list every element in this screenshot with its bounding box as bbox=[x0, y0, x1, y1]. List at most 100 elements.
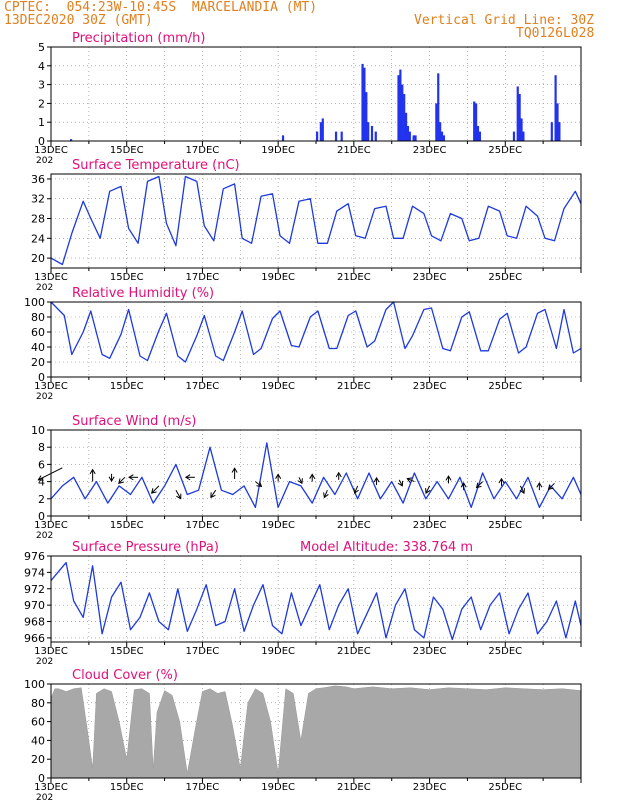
wind-arrow bbox=[323, 490, 328, 498]
wind-arrow bbox=[407, 478, 415, 483]
wind-arrow-head bbox=[275, 473, 282, 479]
y-tick-label: 2 bbox=[38, 493, 45, 506]
panel-title-wind: Surface Wind (m/s) bbox=[72, 414, 196, 429]
precip-bar bbox=[316, 131, 319, 141]
x-tick-label: 13DEC bbox=[34, 381, 68, 392]
y-tick-label: 20 bbox=[31, 252, 45, 265]
wind-arrow-head bbox=[37, 475, 44, 481]
wind-arrow-head bbox=[547, 484, 554, 491]
x-tick-label: 19DEC bbox=[261, 520, 295, 531]
wind-arrow-head bbox=[89, 468, 96, 475]
precip-bar bbox=[414, 135, 417, 141]
y-tick-label: 966 bbox=[24, 632, 45, 645]
precip-bar bbox=[397, 75, 400, 141]
precip-bar bbox=[367, 122, 370, 141]
y-tick-label: 32 bbox=[31, 193, 45, 206]
header-station-line: CPTEC: 054:23W-10:45S MARCELANDIA (MT) bbox=[4, 0, 318, 15]
wind-line bbox=[50, 442, 582, 509]
panel-temp: Surface Temperature (nC) 20 24 28 32 36 13DEC 1… bbox=[31, 158, 582, 293]
x-tick-label: 13DEC bbox=[34, 646, 68, 657]
y-tick-label: 972 bbox=[24, 583, 45, 596]
precip-bar bbox=[281, 135, 285, 141]
wind-arrow bbox=[354, 485, 359, 494]
header-date-line: 13DEC2020 30Z (GMT) bbox=[4, 13, 153, 28]
x-tick-label: 15DEC bbox=[110, 145, 144, 156]
precip-bar bbox=[435, 103, 438, 141]
precip-bar bbox=[403, 94, 406, 141]
precip-bar bbox=[404, 112, 408, 141]
x-tick-label: 23DEC bbox=[413, 646, 447, 657]
x-tick-label: 15DEC bbox=[110, 520, 144, 531]
year-fragment: 202 bbox=[36, 156, 53, 166]
x-tick-label: 21DEC bbox=[337, 520, 371, 531]
wind-arrow-head bbox=[475, 482, 482, 489]
panel-title-rh: Relative Humidity (%) bbox=[72, 286, 214, 301]
precip-bar bbox=[518, 94, 521, 141]
x-tick-label: 23DEC bbox=[413, 272, 447, 283]
precip-bar bbox=[512, 131, 516, 141]
x-tick-label: 17DEC bbox=[186, 646, 220, 657]
precip-bar bbox=[412, 135, 415, 141]
y-tick-label: 970 bbox=[24, 599, 45, 612]
precip-bar bbox=[408, 131, 411, 141]
wind-arrow-head bbox=[425, 488, 431, 494]
x-tick-label: 19DEC bbox=[261, 272, 295, 283]
panel-frame bbox=[50, 173, 582, 269]
precip-bar bbox=[556, 103, 559, 141]
x-tick-label: 13DEC bbox=[34, 520, 68, 531]
x-tick-label: 13DEC bbox=[34, 145, 68, 156]
x-tick-label: 23DEC bbox=[413, 381, 447, 392]
x-tick-label: 17DEC bbox=[186, 145, 220, 156]
x-tick-label: 21DEC bbox=[337, 145, 371, 156]
x-tick-label: 25DEC bbox=[488, 145, 522, 156]
panel-title-cloud: Cloud Cover (%) bbox=[72, 668, 178, 683]
precip-bar bbox=[475, 103, 478, 141]
wind-arrow-head bbox=[297, 478, 303, 485]
precip-bar bbox=[365, 92, 368, 141]
y-tick-label: 10 bbox=[31, 424, 45, 437]
x-tick-label: 21DEC bbox=[337, 782, 371, 793]
pres-line bbox=[50, 561, 582, 641]
wind-arrow bbox=[548, 482, 555, 490]
panel-cloud: Cloud Cover (%) 0 20 40 60 80 100 13DEC 15DEC 17D… bbox=[24, 668, 582, 800]
y-tick-label: 36 bbox=[31, 173, 45, 186]
wind-arrow bbox=[298, 477, 303, 484]
precip-bar bbox=[399, 69, 402, 141]
year-fragment: 202 bbox=[36, 657, 53, 667]
header-grid-note: Vertical Grid Line: 30Z bbox=[414, 13, 595, 28]
precip-bar bbox=[361, 63, 364, 141]
x-tick-label: 15DEC bbox=[110, 272, 144, 283]
wind-arrow-head bbox=[406, 477, 413, 483]
wind-arrow-head bbox=[373, 476, 380, 483]
wind-arrow-head bbox=[323, 492, 329, 499]
precip-bar bbox=[554, 75, 557, 141]
precip-bar bbox=[516, 86, 519, 141]
precip-bar bbox=[334, 131, 338, 141]
panel-pres: Surface Pressure (hPa) Model Altitude: 33… bbox=[24, 540, 582, 667]
y-tick-label: 8 bbox=[38, 441, 45, 454]
x-tick-label: 25DEC bbox=[488, 381, 522, 392]
x-tick-label: 23DEC bbox=[413, 520, 447, 531]
x-tick-label: 17DEC bbox=[186, 381, 220, 392]
y-tick-label: 40 bbox=[31, 734, 45, 747]
y-tick-label: 1 bbox=[38, 116, 45, 129]
precip-bar bbox=[440, 131, 444, 141]
panel-frame bbox=[50, 46, 582, 142]
x-tick-label: 19DEC bbox=[261, 381, 295, 392]
y-tick-label: 80 bbox=[31, 311, 45, 324]
wind-arrow-head bbox=[397, 480, 404, 487]
wind-arrow bbox=[255, 481, 262, 487]
y-tick-label: 20 bbox=[31, 356, 45, 369]
y-tick-label: 6 bbox=[38, 458, 45, 471]
panel-title-temp: Surface Temperature (nC) bbox=[72, 158, 240, 173]
wind-arrow-head bbox=[445, 475, 452, 481]
x-tick-label: 13DEC bbox=[34, 782, 68, 793]
y-tick-label: 24 bbox=[31, 232, 45, 245]
x-tick-label: 17DEC bbox=[186, 520, 220, 531]
wind-arrow-head bbox=[184, 474, 191, 481]
x-tick-label: 19DEC bbox=[261, 145, 295, 156]
x-tick-label: 21DEC bbox=[337, 272, 371, 283]
y-tick-label: 974 bbox=[24, 566, 45, 579]
panel-precip: Precipitation (mm/h) 0 1 2 3 4 5 13DEC 15DEC 17DE… bbox=[34, 31, 582, 166]
precip-bar bbox=[319, 122, 322, 141]
